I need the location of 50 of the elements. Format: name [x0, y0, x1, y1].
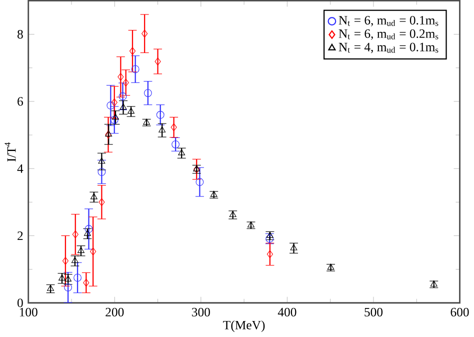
point — [178, 149, 186, 156]
point — [196, 178, 204, 186]
point — [120, 104, 127, 110]
x-axis-title: T(MeV) — [223, 320, 265, 332]
point — [72, 230, 78, 238]
y-axis-title: I/T$^{4}$ — [4, 142, 16, 162]
point — [158, 126, 166, 133]
point — [98, 198, 105, 206]
point — [327, 264, 334, 270]
point — [112, 114, 119, 120]
legend-label: N$_{t}$ = 4, m$_{ud}$ = 0.1m$_{s}$ — [338, 42, 438, 54]
point — [128, 108, 134, 114]
x-tick-label: 100 — [20, 308, 38, 317]
legend-label: N$_{t}$ = 6, m$_{ud}$ = 0.1m$_{s}$ — [338, 16, 438, 27]
point — [98, 168, 106, 176]
x-tick-label: 500 — [364, 308, 383, 317]
point — [131, 65, 140, 74]
point — [156, 111, 164, 119]
point — [144, 89, 152, 98]
point — [142, 30, 148, 38]
x-tick-label: 600 — [450, 308, 469, 317]
point — [90, 248, 96, 256]
point — [83, 278, 90, 287]
point — [266, 250, 273, 258]
point — [143, 118, 150, 125]
y-tick-label: 0 — [18, 298, 23, 308]
x-tick-label: 300 — [192, 308, 210, 317]
y-tick-label: 6 — [18, 97, 23, 106]
point — [78, 247, 84, 254]
legend-label: N$_{t}$ = 6, m$_{ud}$ = 0.2m$_{s}$ — [338, 30, 438, 40]
point — [84, 230, 91, 236]
point — [290, 244, 298, 250]
point — [229, 211, 236, 218]
point — [118, 92, 127, 100]
point — [74, 274, 82, 282]
point — [170, 123, 177, 132]
point — [90, 193, 98, 200]
y-tick-label: 8 — [18, 30, 23, 39]
point — [154, 58, 161, 66]
y-tick-label: 4 — [17, 164, 24, 173]
point — [129, 47, 136, 56]
point — [62, 257, 68, 266]
point — [122, 78, 129, 87]
point — [172, 140, 180, 149]
x-tick-label: 400 — [278, 308, 296, 317]
point — [118, 73, 124, 82]
point — [47, 284, 54, 292]
x-tick-label: 200 — [106, 308, 124, 317]
y-tick-label: 2 — [18, 232, 23, 240]
point — [98, 158, 106, 164]
